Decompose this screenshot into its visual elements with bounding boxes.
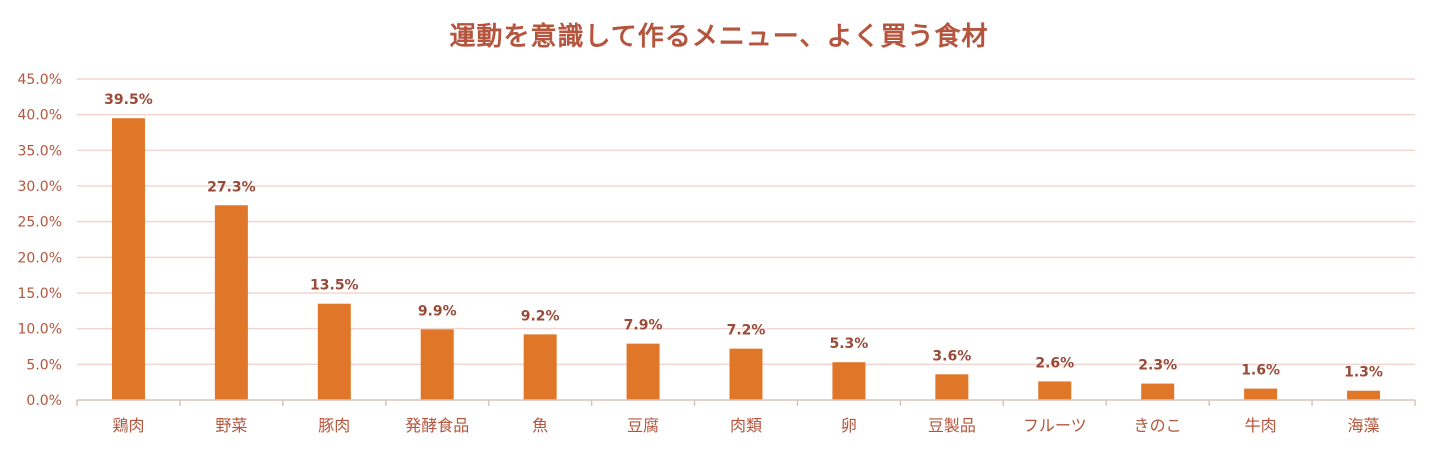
data-label: 27.3%: [207, 179, 256, 195]
x-category-label: 野菜: [215, 416, 247, 435]
bar: [1244, 388, 1278, 400]
y-tick-label: 30.0%: [18, 179, 62, 195]
data-label: 13.5%: [310, 278, 359, 294]
y-axis-ticks: 0.0% 5.0% 10.0% 15.0% 20.0% 25.0% 30.0% 35.0% 40…: [18, 72, 62, 409]
x-category-label: 魚: [532, 416, 548, 435]
x-category-label: 肉類: [730, 416, 762, 435]
x-category-label: きのこ: [1134, 416, 1182, 435]
data-labels: 39.5% 27.3% 13.5% 9.9% 9.2% 7.9% 7.2% 5.3% 3.6% 2…: [104, 92, 1383, 380]
bar: [1141, 383, 1175, 400]
bar: [523, 334, 557, 400]
data-label: 7.2%: [727, 323, 766, 339]
x-category-label: 牛肉: [1245, 416, 1277, 435]
bar: [729, 348, 763, 400]
data-label: 9.9%: [418, 303, 457, 319]
bar: [420, 329, 454, 400]
data-label: 39.5%: [104, 92, 153, 108]
data-label: 1.6%: [1241, 363, 1280, 379]
x-axis: [76, 399, 1416, 406]
x-category-label: 卵: [841, 416, 857, 435]
y-tick-label: 40.0%: [18, 108, 62, 124]
bar: [214, 205, 248, 400]
chart-title: 運動を意識して作るメニュー、よく買う食材: [449, 22, 989, 52]
bar: [832, 362, 866, 400]
data-label: 3.6%: [932, 348, 971, 364]
bars: [111, 118, 1381, 400]
x-axis-categories: 鶏肉 野菜 豚肉 発酵食品 魚 豆腐 肉類 卵 豆製品 フルーツ きのこ 牛肉 海藻: [112, 416, 1379, 435]
y-tick-label: 45.0%: [18, 72, 62, 88]
y-tick-label: 5.0%: [26, 357, 62, 373]
data-label: 2.6%: [1035, 355, 1074, 371]
y-tick-label: 10.0%: [18, 322, 62, 338]
data-label: 9.2%: [521, 308, 560, 324]
data-label: 1.3%: [1344, 365, 1383, 381]
data-label: 5.3%: [830, 336, 869, 352]
bar: [111, 118, 145, 400]
bar: [317, 303, 351, 400]
gridlines: [77, 78, 1415, 366]
x-category-label: 豚肉: [318, 416, 350, 435]
x-category-label: 鶏肉: [112, 416, 144, 435]
y-tick-label: 15.0%: [18, 286, 62, 302]
x-category-label: 発酵食品: [405, 416, 469, 435]
x-category-label: 豆製品: [928, 416, 976, 435]
x-category-label: 海藻: [1348, 416, 1380, 435]
bar: [1038, 381, 1072, 400]
x-category-label: フルーツ: [1023, 416, 1087, 435]
y-tick-label: 20.0%: [18, 250, 62, 266]
x-category-label: 豆腐: [627, 416, 659, 435]
y-tick-label: 25.0%: [18, 215, 62, 231]
y-tick-label: 0.0%: [26, 393, 62, 409]
bar: [1347, 390, 1381, 400]
bar: [626, 343, 660, 400]
y-tick-label: 35.0%: [18, 143, 62, 159]
data-label: 2.3%: [1138, 358, 1177, 374]
data-label: 7.9%: [624, 318, 663, 334]
bar: [935, 374, 969, 400]
